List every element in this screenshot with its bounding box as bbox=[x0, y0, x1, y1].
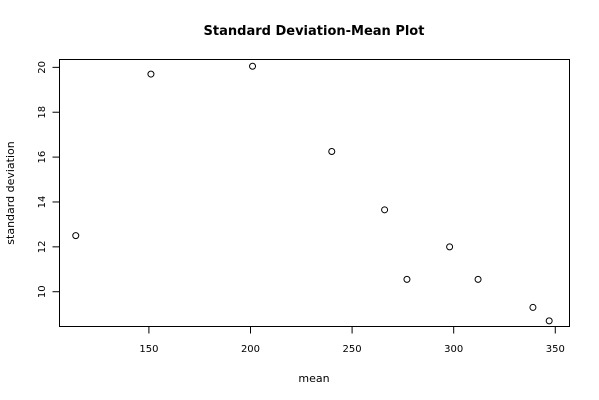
x-axis-label: mean bbox=[298, 372, 329, 385]
x-tick-label: 300 bbox=[444, 344, 463, 355]
x-tick-label: 350 bbox=[546, 344, 565, 355]
plot-frame bbox=[59, 59, 570, 327]
y-tick-label: 10 bbox=[37, 285, 48, 298]
y-tick-label: 20 bbox=[37, 61, 48, 74]
data-point bbox=[147, 70, 155, 78]
data-point bbox=[403, 275, 411, 283]
data-point bbox=[529, 303, 537, 311]
data-point bbox=[249, 62, 257, 70]
data-points bbox=[72, 62, 553, 325]
x-tick-label: 250 bbox=[343, 344, 362, 355]
data-point bbox=[381, 206, 389, 214]
data-point bbox=[72, 232, 80, 240]
chart-title: Standard Deviation-Mean Plot bbox=[204, 24, 425, 39]
y-axis-label: standard deviation bbox=[4, 141, 17, 244]
data-point bbox=[474, 275, 482, 283]
y-tick-label: 12 bbox=[37, 240, 48, 253]
y-tick-label: 16 bbox=[37, 151, 48, 164]
y-tick-label: 18 bbox=[37, 106, 48, 119]
x-tick-label: 150 bbox=[139, 344, 158, 355]
data-point bbox=[446, 243, 454, 251]
x-axis: 150 200 250 300 350 bbox=[139, 326, 565, 355]
x-tick-label: 200 bbox=[241, 344, 260, 355]
data-point bbox=[328, 147, 336, 155]
data-point bbox=[545, 317, 553, 325]
y-axis: 10 12 14 16 18 20 bbox=[37, 61, 60, 298]
y-tick-label: 14 bbox=[37, 196, 48, 209]
